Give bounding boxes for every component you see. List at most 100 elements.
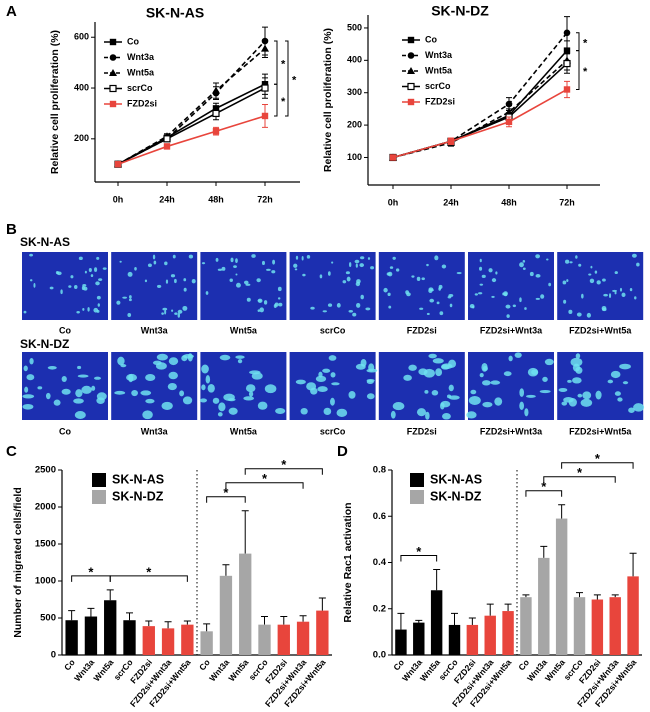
cell — [562, 280, 567, 285]
cell — [360, 294, 364, 300]
cell — [479, 258, 482, 263]
cell — [421, 277, 425, 281]
legend-label: scrCo — [127, 83, 153, 93]
cell — [266, 268, 271, 271]
cell — [251, 254, 256, 258]
cell — [431, 390, 439, 396]
cell — [548, 282, 552, 287]
y-tick-label: 200 — [347, 119, 362, 129]
cell — [614, 391, 621, 396]
cell — [93, 307, 99, 313]
image-caption: scrCo — [320, 325, 346, 335]
legend-marker — [109, 84, 117, 93]
cell — [419, 307, 424, 310]
cell — [607, 379, 614, 384]
cell — [94, 267, 98, 272]
cell — [328, 355, 337, 361]
image-caption: FZD2si+Wnt5a — [569, 426, 632, 436]
cell — [512, 304, 516, 308]
error-bar — [504, 603, 512, 612]
point — [261, 112, 269, 120]
cell — [544, 358, 554, 366]
bar — [200, 631, 213, 655]
y-tick-label: 600 — [74, 32, 89, 42]
cell — [29, 253, 34, 257]
cell — [439, 311, 444, 316]
cell — [97, 303, 100, 307]
significance-bracket — [225, 482, 304, 489]
cell — [168, 371, 178, 380]
cell — [436, 301, 440, 305]
cell — [367, 257, 371, 260]
cell — [73, 398, 84, 404]
cell — [77, 374, 89, 378]
series — [389, 80, 571, 161]
x-tick-label: Wnt5a — [543, 657, 567, 683]
cell — [82, 283, 87, 287]
series — [389, 50, 571, 161]
cell — [581, 293, 584, 299]
cell — [273, 303, 277, 308]
cell — [359, 263, 364, 268]
bar — [573, 597, 586, 655]
legend-label: Co — [425, 34, 437, 44]
series-line — [392, 32, 568, 159]
error-bar — [468, 617, 476, 625]
cell — [426, 312, 430, 316]
legend-swatch — [92, 490, 106, 504]
cell — [171, 309, 174, 312]
cell — [482, 380, 491, 386]
cell — [330, 397, 335, 406]
cell — [586, 312, 591, 318]
x-tick-label: 48h — [208, 194, 224, 204]
cell — [432, 358, 444, 364]
cell — [491, 278, 497, 283]
cell — [229, 278, 233, 282]
cell — [479, 372, 484, 378]
cell — [90, 274, 94, 278]
cell — [243, 280, 249, 285]
x-tick-label: Co — [62, 657, 77, 672]
significance-label: * — [292, 74, 297, 86]
cell — [182, 305, 188, 311]
cell — [128, 298, 132, 302]
image-caption: Wnt5a — [230, 325, 258, 335]
cell — [352, 312, 357, 317]
cell — [53, 399, 61, 406]
cell — [212, 397, 220, 404]
significance-label: * — [281, 59, 286, 71]
cell — [522, 267, 526, 270]
cell — [488, 268, 493, 273]
cell — [96, 295, 101, 300]
error-bar — [540, 545, 548, 558]
cell — [355, 263, 358, 268]
bar — [219, 575, 233, 655]
cell — [506, 314, 510, 318]
cell — [156, 284, 162, 288]
legend-label: Wnt3a — [127, 52, 155, 62]
cell — [170, 274, 176, 278]
x-tick-label: 72h — [559, 197, 575, 207]
chart-title: SK-N-AS — [146, 5, 204, 21]
point — [163, 143, 171, 150]
significance-label: * — [146, 564, 152, 579]
cell — [74, 411, 86, 419]
legend-label: SK-N-DZ — [430, 489, 482, 503]
cell — [179, 390, 185, 397]
bar — [65, 620, 78, 655]
cell — [481, 362, 488, 372]
point — [563, 86, 571, 93]
cell — [636, 262, 640, 267]
cell — [153, 260, 157, 265]
bar — [413, 622, 425, 655]
image-caption: FZD2si — [407, 426, 437, 436]
cell — [82, 308, 85, 311]
series-line — [117, 87, 266, 165]
point — [261, 84, 269, 92]
cell — [355, 281, 361, 287]
error-bar — [576, 592, 583, 598]
significance-bracket — [525, 490, 563, 497]
micrograph — [557, 352, 645, 420]
significance-bracket — [561, 462, 634, 469]
cell — [81, 385, 92, 394]
